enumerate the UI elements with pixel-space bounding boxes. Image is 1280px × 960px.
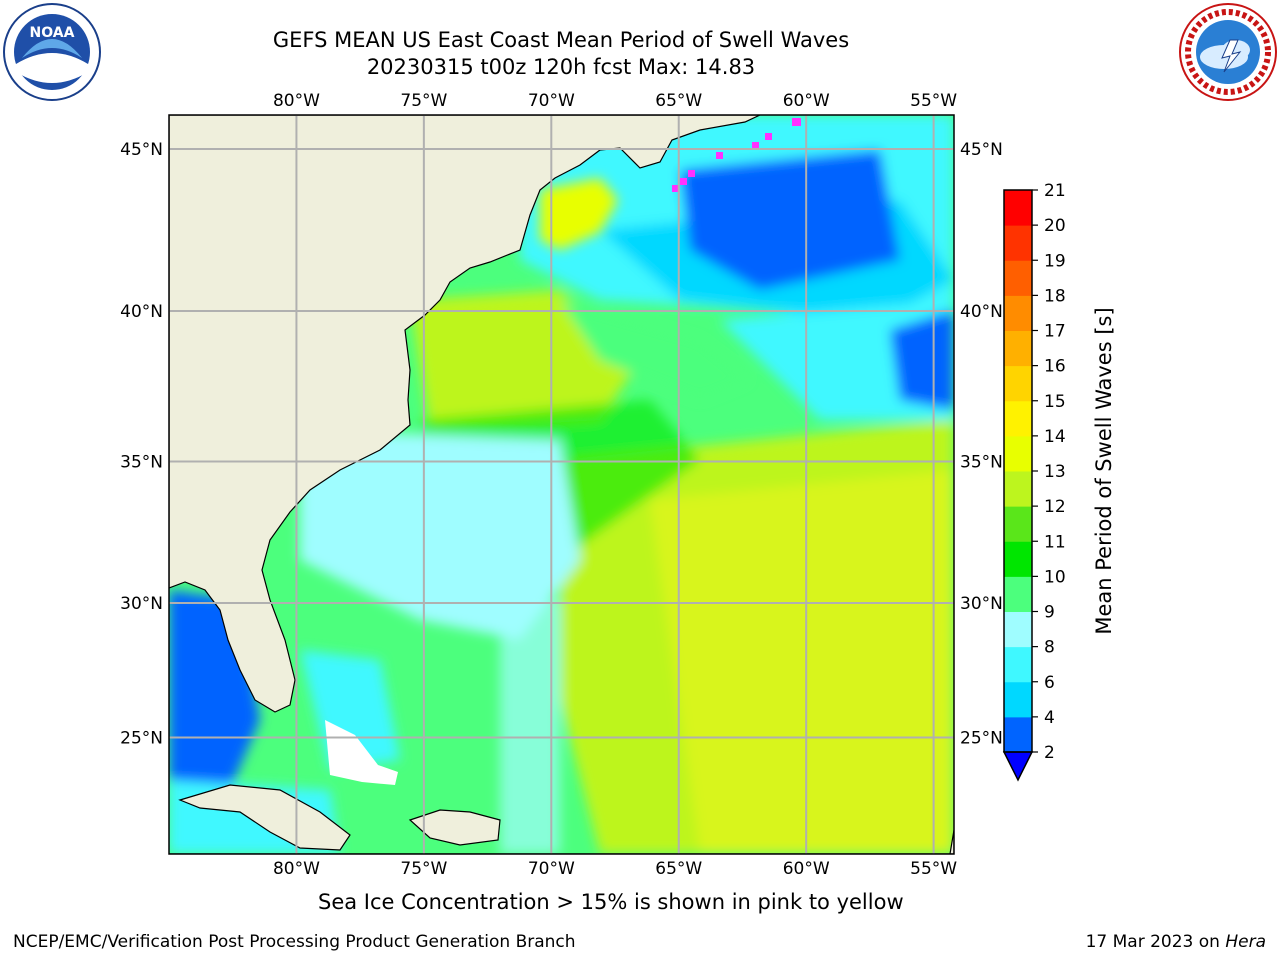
lat-label-right: 40°N: [960, 302, 1003, 322]
colorbar-segment: [1004, 260, 1032, 296]
colorbar-tick-label: 4: [1044, 708, 1055, 728]
swell-period-field: [169, 115, 954, 854]
credit-line: NCEP/EMC/Verification Post Processing Pr…: [13, 932, 576, 952]
colorbar-segment: [1004, 506, 1032, 542]
colorbar-segment: [1004, 541, 1032, 577]
lon-label-bottom: 70°W: [528, 859, 575, 879]
colorbar-segment: [1004, 611, 1032, 648]
colorbar-tick-label: 13: [1044, 462, 1066, 482]
plot-subtitle: 20230315 t00z 120h fcst Max: 14.83: [366, 55, 756, 79]
colorbar-tick-label: 2: [1044, 743, 1055, 763]
colorbar-tick-label: 12: [1044, 497, 1066, 517]
colorbar-segment: [1004, 295, 1032, 331]
colorbar-tick-label: 10: [1044, 567, 1066, 587]
colorbar-segment: [1004, 435, 1032, 472]
colorbar-tick-label: 19: [1044, 251, 1066, 271]
grid-lines: [169, 115, 954, 854]
lat-label-right: 30°N: [960, 594, 1003, 614]
land-masses: [169, 115, 954, 854]
lat-label-left: 45°N: [120, 140, 163, 160]
map-frame: [168, 114, 955, 855]
svg-text:NOAA: NOAA: [30, 25, 75, 41]
colorbar-tick-label: 20: [1044, 216, 1066, 236]
colorbar-tick-label: 17: [1044, 322, 1066, 342]
colorbar-tick-label: 15: [1044, 392, 1066, 412]
colorbar-tick-label: 8: [1044, 638, 1055, 658]
noaa-logo: NOAA: [3, 3, 101, 101]
lon-label-bottom: 75°W: [400, 859, 447, 879]
date-line: 17 Mar 2023 on Hera: [1086, 932, 1266, 952]
lat-label-left: 25°N: [120, 729, 163, 749]
colorbar-tick-label: 18: [1044, 286, 1066, 306]
colorbar-segment: [1004, 576, 1032, 612]
colorbar-segment: [1004, 646, 1032, 683]
lat-label-left: 30°N: [120, 594, 163, 614]
nws-logo: [1179, 3, 1277, 101]
lat-label-right: 45°N: [960, 140, 1003, 160]
colorbar-tick-label: 14: [1044, 427, 1066, 447]
colorbar-tick-label: 11: [1044, 532, 1066, 552]
lon-label-top: 65°W: [655, 91, 702, 111]
date-text: 17 Mar 2023 on: [1085, 932, 1226, 952]
lat-label-left: 35°N: [120, 452, 163, 472]
colorbar-segment: [1004, 400, 1032, 437]
lon-label-top: 75°W: [400, 91, 447, 111]
colorbar-segment: [1004, 681, 1032, 718]
lon-label-bottom: 65°W: [655, 859, 702, 879]
lon-label-top: 80°W: [273, 91, 320, 111]
colorbar-tick-label: 6: [1044, 673, 1055, 693]
colorbar: 2 4 6 8 9 10 11 12 13 14 15 16 17 18 19 20 21: [1002, 181, 1066, 782]
colorbar-segment: [1004, 716, 1032, 753]
lon-label-top: 60°W: [783, 91, 830, 111]
colorbar-tick-label: 16: [1044, 357, 1066, 377]
lon-label-top: 55°W: [910, 91, 957, 111]
sea-ice: [672, 118, 801, 192]
lon-label-bottom: 60°W: [783, 859, 830, 879]
colorbar-extend-arrow: [1002, 751, 1034, 782]
colorbar-segment: [1004, 330, 1032, 367]
lon-label-top: 70°W: [528, 91, 575, 111]
lon-label-bottom: 55°W: [910, 859, 957, 879]
colorbar-tick-label: 21: [1044, 181, 1066, 201]
date-host: Hera: [1225, 932, 1266, 952]
plot-title: GEFS MEAN US East Coast Mean Period of S…: [272, 28, 850, 52]
colorbar-segment: [1004, 190, 1032, 226]
lon-label-bottom: 80°W: [273, 859, 320, 879]
colorbar-segment: [1004, 365, 1032, 402]
sea-ice-footnote: Sea Ice Concentration > 15% is shown in …: [318, 890, 904, 914]
colorbar-tick-label: 9: [1044, 603, 1055, 623]
colorbar-segment: [1004, 225, 1032, 261]
lat-label-right: 25°N: [960, 729, 1003, 749]
colorbar-segment: [1004, 471, 1032, 507]
lat-label-right: 35°N: [960, 452, 1003, 472]
colorbar-label: Mean Period of Swell Waves [s]: [1092, 307, 1116, 634]
axis-tick-labels: 80°W 80°W 75°W 75°W 70°W 70°W 65°W 65°W 60°W 60°W…: [120, 91, 1003, 879]
lat-label-left: 40°N: [120, 302, 163, 322]
